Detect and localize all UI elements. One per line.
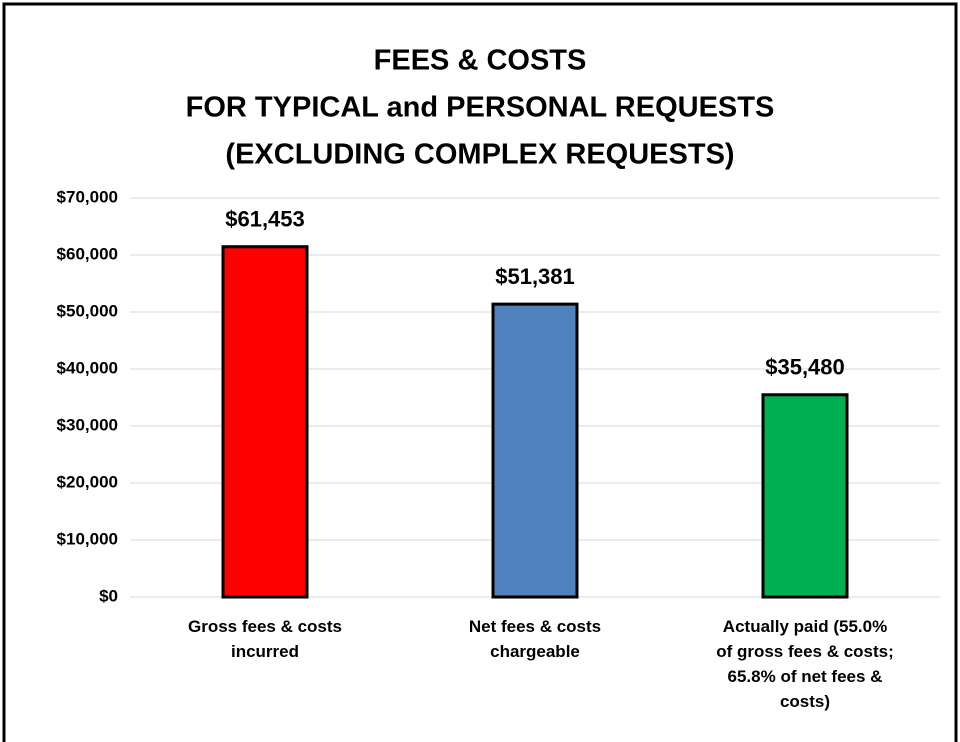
y-tick-label: $50,000 (57, 301, 118, 320)
y-tick-label: $30,000 (57, 415, 118, 434)
y-tick-label: $70,000 (57, 187, 118, 206)
y-tick-label: $20,000 (57, 472, 118, 491)
y-tick-label: $10,000 (57, 529, 118, 548)
chart-title: FOR TYPICAL and PERSONAL REQUESTS (186, 92, 775, 124)
bar (491, 302, 579, 599)
bar (221, 245, 309, 599)
value-label: $51,381 (495, 264, 575, 289)
y-tick-label: $0 (99, 586, 118, 605)
chart-title: (EXCLUDING COMPLEX REQUESTS) (225, 139, 734, 171)
bar (761, 393, 849, 599)
value-label: $61,453 (225, 207, 305, 232)
y-tick-label: $40,000 (57, 358, 118, 377)
x-tick-label: Actually paid (55.0% of gross fees & cos… (716, 617, 894, 711)
y-tick-label: $60,000 (57, 244, 118, 263)
chart-title: FEES & COSTS (374, 45, 587, 77)
x-tick-label: Net fees & costs chargeable (468, 617, 602, 661)
value-label: $35,480 (765, 355, 845, 380)
x-tick-label: Gross fees & costs incurred (187, 617, 342, 661)
